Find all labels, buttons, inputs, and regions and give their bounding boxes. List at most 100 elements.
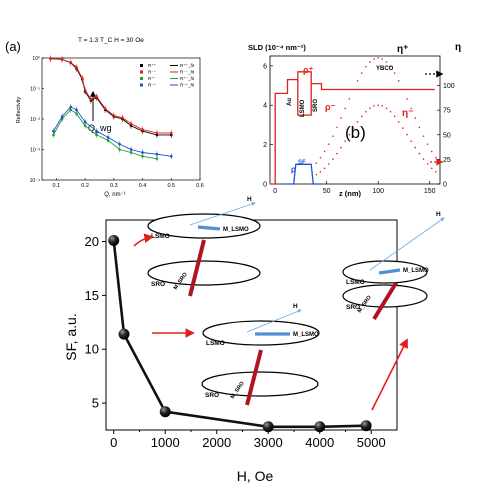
panel-b-eta_minus-dot [385,107,388,109]
panel-c-data-point [262,421,274,433]
panel-b-ytick-right-label: 0 [443,182,447,189]
panel-a-point [75,108,78,112]
panel-b-eta_plus-dot [369,61,371,63]
panel-c-xlabel: H, Oe [237,468,274,484]
panel-b-ytick-left-label: 6 [263,63,267,70]
panel-c-xtick-label: 0 [110,435,117,450]
panel-b-eta_minus-dot [389,110,392,113]
inset-m-lsmo-arrow [378,268,401,275]
layer-label-lsmo: LSMO [300,99,306,117]
inset-field-label: H [293,303,298,310]
legend-label: R⁺⁻ [148,76,157,81]
panel-b: SLD (10⁻⁴ nm⁻²) η z (nm) (b) 0 50 100 150 0 2… [248,42,461,198]
panel-b-eta_plus-dot [422,135,425,137]
inset-sro-ellipse [147,260,261,286]
panel-b-eta_plus-dot [414,117,417,119]
panel-b-eta_minus-dot [406,133,408,136]
panel-b-eta_plus-dot [389,65,392,68]
layer-label-ybco: YBCO [376,66,394,72]
panel-b-eta_minus-dot [352,127,355,129]
panel-b-eta_minus-dot [414,146,417,149]
panel-b-eta_minus-dot [369,107,371,109]
panel-b-eta_minus-dot [373,105,375,107]
label-rho-sf: ρ [291,165,296,174]
panel-a-point [80,76,84,80]
panel-b-eta_plus-dot [340,117,342,119]
panel-a-title: T = 1.3 T_C H = 30 Oe [78,37,144,44]
panel-b-eta_minus-dot [332,158,334,160]
panel-a-ylabel: Reflectivity [16,96,22,123]
panel-b-eta_plus-dot [319,156,322,159]
panel-b-eta_minus-dot [426,163,429,165]
inset-sro-label: SRO [346,304,360,311]
panel-a-point [60,58,64,61]
panel-b-eta_minus-dot [356,121,359,123]
legend-swatch [140,83,143,87]
panel-c-series-line [112,240,367,429]
panel-b-eta_plus-dot [397,80,400,82]
panel-c-xtick-label: 2000 [202,435,231,450]
panel-b-xtick-label: 50 [323,188,331,195]
panel-b-eta_plus-dot [332,135,334,137]
panel-b-eta_plus-dot [356,80,359,82]
panel-b-eta_minus-dot [422,158,425,160]
panel-b-eta_minus-dot [344,140,347,142]
panel-a-point [75,65,78,69]
panel-a-annotation-qwg: Q_wg [88,123,112,133]
inset-field-arrow [246,309,302,333]
panel-a-ytick-label: 10⁻² [30,117,40,123]
panel-b-eta_minus-dot [435,171,437,173]
panel-b-eta_minus-dot [340,146,342,149]
panel-b-ytick-right-label: 100 [443,83,455,90]
panel-c-xtick-label: 5000 [357,435,386,450]
inset-sro-ellipse [342,284,428,308]
panel-b-eta_minus-dot [319,171,322,173]
panel-a-xtick-label: 0.3 [110,183,118,189]
panel-a-point [141,151,144,154]
panel-b-eta_minus-dot [418,152,421,155]
panel-a-xtick-label: 0.5 [167,183,175,189]
panel-b-eta_plus-dot [352,88,355,91]
panel-b-ylabel-right: η [455,42,461,53]
panel-a-point [95,95,98,98]
panel-b-ytick-right-label: 75 [443,108,451,115]
panel-b-axes: 0 50 100 150 0 2 4 6 0 25 50 75 100 [263,55,455,195]
layer-label-sro: SRO [313,99,319,112]
panel-b-eta_plus-dot [336,126,338,129]
legend-label: R⁻⁻ [148,70,157,75]
panel-b-eta_minus-dot [377,104,379,107]
inset-sro-label: SRO [151,281,165,288]
panel-a-point [118,148,121,151]
panel-a-point [83,120,87,124]
label-rho-plus: ρ⁺ [303,65,314,75]
panel-b-eta_minus-dot [397,121,400,123]
inset-sro-label: SRO [205,392,219,399]
panel-b-eta_minus-dot [381,105,384,107]
panel-b-eta_plus-dot [377,57,379,59]
inset-m-lsmo-label: M_LSMO [403,268,429,274]
legend-label: R⁺⁺_fit [180,63,195,68]
panel-b-sld-line-2 [285,163,322,185]
panel-b-ytick-left-label: 4 [263,103,267,110]
panel-b-eta_plus-dot [323,150,326,153]
panel-a-label: (a) [5,39,21,54]
panel-b-xtick-label: 100 [372,188,384,195]
inset-lsmo-label: LSMO [346,279,365,286]
panel-b-eta_plus-dot [430,150,433,153]
panel-a-point [52,133,55,137]
connector-arrow-3 [371,338,408,411]
legend-swatch [140,70,143,74]
panel-c-insets: HM_LSMOM_SROLSMOSROHM_LSMOM_SROLSMOSROHM… [147,196,445,406]
panel-a-point [118,142,121,146]
panel-b-eta_plus-dot [435,156,437,159]
panel-c-data-point [118,328,130,340]
panel-a-point [95,129,98,133]
panel-b-eta_plus-dot [385,61,388,63]
panel-c-ylabel: SF, a.u. [63,313,79,360]
panel-c-ytick-label: 5 [92,396,99,411]
label-eta-plus: η⁺ [397,44,408,55]
panel-b-eta_plus-dot [360,72,363,74]
